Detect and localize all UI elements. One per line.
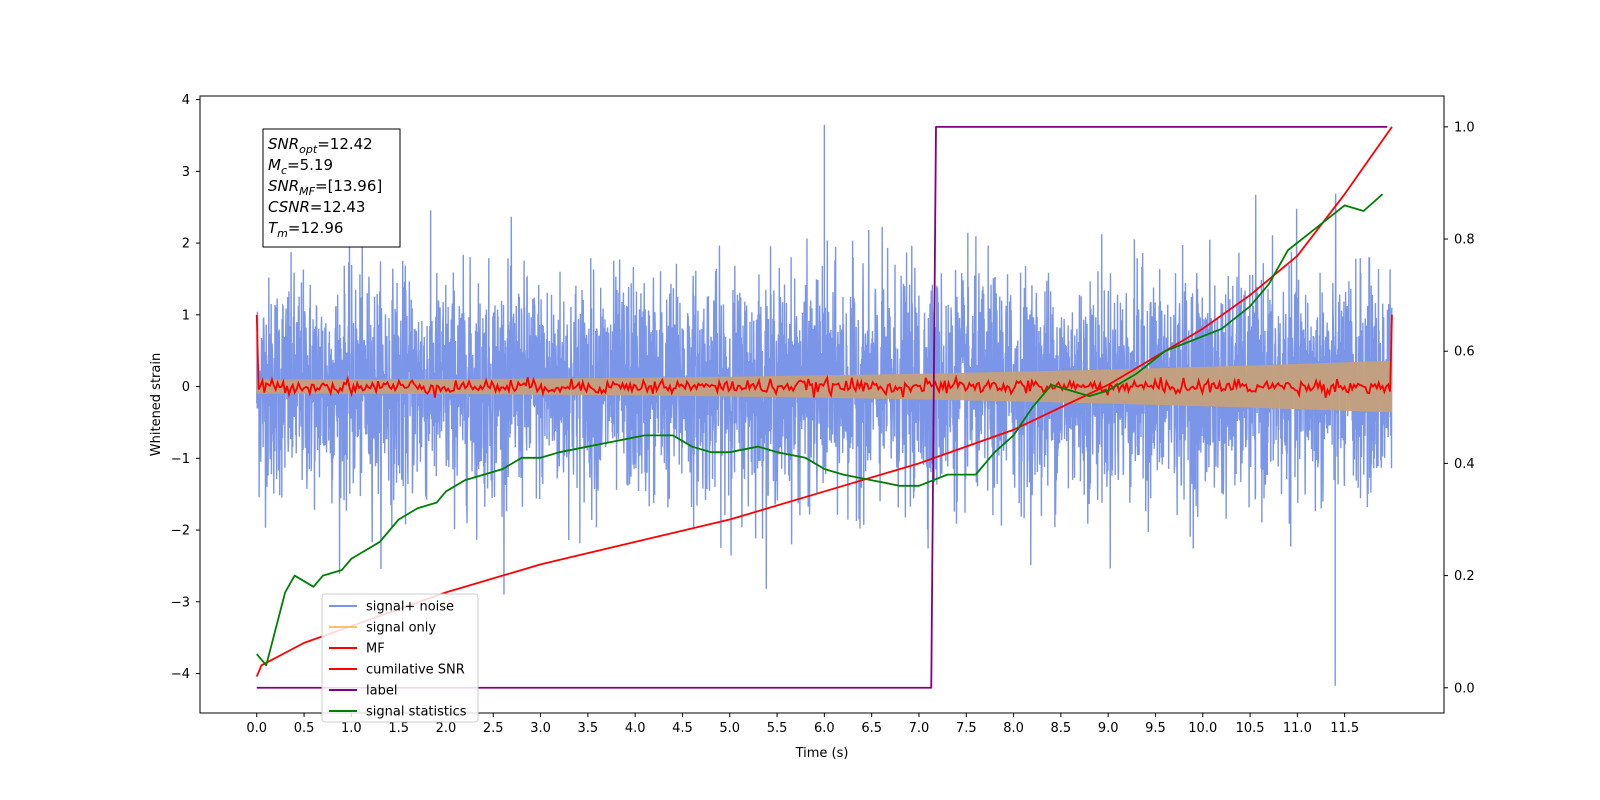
x-tick-label: 2.5: [483, 721, 504, 736]
series-signal-statistics: [256, 193, 1384, 667]
annotation-value: =12.43: [310, 198, 366, 216]
x-tick-label: 1.5: [388, 721, 409, 736]
y2-tick-label: 0.4: [1454, 457, 1475, 472]
y-axis-left: 4 3 2 1 0 −1 −2 −3 −4: [171, 93, 200, 682]
legend-entry: cumilative SNR: [366, 663, 465, 678]
annotation-value: =[13.96]: [315, 177, 382, 195]
annotation-value: =5.19: [287, 156, 333, 174]
x-tick-label: 8.5: [1051, 721, 1072, 736]
y-axis-label: Whitened strain: [149, 353, 164, 456]
annotation-subscript: opt: [299, 143, 318, 156]
annotation-symbol: SNR: [268, 135, 299, 153]
x-axis: 0.0 0.5 1.0 1.5 2.0 2.5 3.0 3.5 4.0 4.5 5.0 5.5 6.0 6…: [246, 713, 1359, 736]
x-tick-label: 11.0: [1283, 721, 1312, 736]
legend: signal+ noise signal only MF cumilative SNR…: [321, 593, 479, 723]
series-label: [256, 125, 1388, 689]
axes-frame: [199, 95, 1445, 714]
x-tick-label: 7.0: [909, 721, 930, 736]
y-tick-label: 2: [182, 237, 190, 252]
y-axis-right: 1.0 0.8 0.6 0.4 0.2 0.0: [1444, 120, 1475, 696]
x-tick-label: 5.0: [719, 721, 740, 736]
x-tick-label: 3.0: [530, 721, 551, 736]
annotation-symbol: M: [268, 156, 281, 174]
x-tick-label: 0.5: [294, 721, 315, 736]
annotation-symbol: T: [268, 219, 279, 237]
series-signal-noise: [256, 124, 1393, 686]
y2-tick-label: 1.0: [1454, 120, 1475, 135]
y-tick-label: −2: [171, 524, 190, 539]
annotation-value: =12.42: [317, 135, 373, 153]
y2-tick-label: 0.2: [1454, 569, 1475, 584]
x-tick-label: 2.0: [436, 721, 457, 736]
annotation-line: SNRopt=12.42: [268, 135, 373, 156]
annotation-line: SNRMF=[13.96]: [268, 177, 382, 198]
x-tick-label: 9.5: [1145, 721, 1166, 736]
annotation-symbol: CSNR: [268, 198, 310, 216]
annotation-frame: [262, 128, 401, 248]
x-tick-label: 4.5: [672, 721, 693, 736]
legend-entry: signal statistics: [366, 705, 467, 720]
annotation-subscript: c: [281, 164, 287, 177]
legend-entry: MF: [366, 642, 385, 657]
stats-annotation-box: SNRopt=12.42Mc=5.19SNRMF=[13.96]CSNR=12.…: [262, 128, 401, 248]
annotation-value: =12.96: [288, 219, 344, 237]
legend-frame: [321, 593, 479, 723]
x-tick-label: 10.5: [1236, 721, 1265, 736]
y-tick-label: 0: [182, 380, 190, 395]
x-tick-label: 6.5: [861, 721, 882, 736]
annotation-symbol: SNR: [268, 177, 299, 195]
x-tick-label: 1.0: [341, 721, 362, 736]
y-tick-label: 4: [182, 93, 190, 108]
x-tick-label: 11.5: [1330, 721, 1359, 736]
y-tick-label: −3: [171, 595, 190, 610]
x-tick-label: 6.0: [814, 721, 835, 736]
annotation-line: CSNR=12.43: [268, 198, 365, 216]
y2-tick-label: 0.0: [1454, 681, 1475, 696]
series-signal-only: [256, 360, 1392, 413]
y2-tick-label: 0.8: [1454, 233, 1475, 248]
annotation-subscript: m: [277, 227, 288, 240]
series-mf: [255, 314, 1393, 399]
x-tick-label: 0.0: [246, 721, 267, 736]
x-axis-label: Time (s): [795, 746, 849, 761]
legend-entry: signal only: [366, 621, 436, 636]
annotation-line: Tm=12.96: [268, 219, 343, 240]
y-tick-label: −1: [171, 452, 190, 467]
y2-tick-label: 0.6: [1454, 345, 1475, 360]
legend-entry: label: [366, 684, 397, 699]
x-tick-label: 8.0: [1003, 721, 1024, 736]
x-tick-label: 7.5: [956, 721, 977, 736]
y-tick-label: −4: [171, 667, 190, 682]
legend-entry: signal+ noise: [366, 600, 454, 615]
annotation-subscript: MF: [299, 185, 315, 198]
x-tick-label: 4.0: [625, 721, 646, 736]
x-tick-label: 10.0: [1188, 721, 1217, 736]
y-tick-label: 3: [182, 165, 190, 180]
annotation-line: Mc=5.19: [268, 156, 333, 177]
x-tick-label: 9.0: [1098, 721, 1119, 736]
x-tick-label: 3.5: [578, 721, 599, 736]
x-tick-label: 5.5: [767, 721, 788, 736]
y-tick-label: 1: [182, 308, 190, 323]
